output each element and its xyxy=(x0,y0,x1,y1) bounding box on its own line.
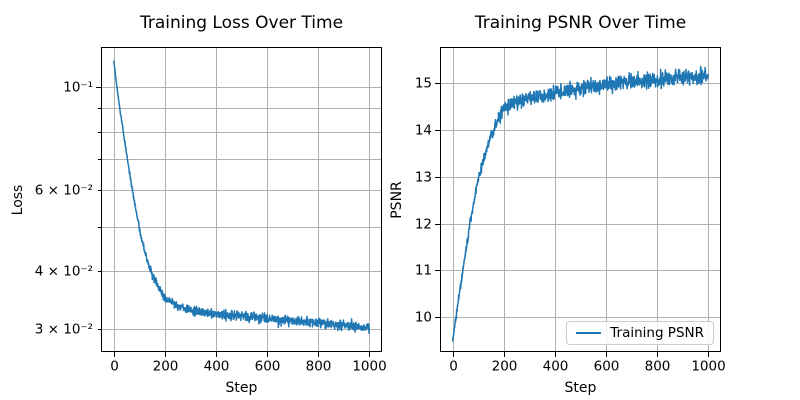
loss-chart: 0 200 400 600 800 1000 10⁻¹ 6 × 10⁻² 4 × 10⁻² 3 ×… xyxy=(35,47,387,375)
y-tick-label: 10⁻¹ xyxy=(63,80,93,96)
x-tick-label: 600 xyxy=(594,359,620,375)
y-tick-label: 12 xyxy=(415,217,432,233)
psnr-chart-line xyxy=(452,65,709,342)
x-tick-label: 800 xyxy=(645,359,671,375)
legend-label: Training PSNR xyxy=(610,325,704,341)
legend-line-sample xyxy=(576,332,602,334)
psnr-chart-spines xyxy=(440,47,721,352)
x-tick-label: 200 xyxy=(153,359,179,375)
grid-lines xyxy=(101,47,382,352)
x-tick-label: 0 xyxy=(449,359,458,375)
y-tick-label: 14 xyxy=(415,123,432,139)
x-tick-label: 0 xyxy=(110,359,119,375)
loss-chart-ylabel: Loss xyxy=(10,184,26,216)
y-tick-label: 15 xyxy=(415,76,432,92)
x-tick-label: 600 xyxy=(255,359,281,375)
x-tick-label: 1000 xyxy=(691,359,725,375)
x-tick-label: 400 xyxy=(543,359,569,375)
psnr-chart-title: Training PSNR Over Time xyxy=(474,13,687,33)
loss-chart-xlabel: Step xyxy=(225,380,258,396)
x-tick-label: 800 xyxy=(306,359,332,375)
y-tick-label: 11 xyxy=(415,263,432,279)
loss-chart-title: Training Loss Over Time xyxy=(139,13,344,33)
loss-chart-spines xyxy=(101,47,382,352)
x-tick-label: 200 xyxy=(492,359,518,375)
x-tick-label: 400 xyxy=(204,359,230,375)
y-tick-label: 10 xyxy=(415,310,432,326)
psnr-chart-ylabel: PSNR xyxy=(389,181,405,219)
y-tick-label: 6 × 10⁻² xyxy=(35,183,93,199)
tick-labels: 0 200 400 600 800 1000 10 11 12 13 14 15 xyxy=(415,76,726,375)
psnr-chart: 0 200 400 600 800 1000 10 11 12 13 14 15 xyxy=(415,47,726,375)
x-tick-label: 1000 xyxy=(352,359,386,375)
y-tick-label: 4 × 10⁻² xyxy=(35,264,93,280)
tick-marks xyxy=(96,87,370,357)
tick-marks xyxy=(435,83,709,357)
legend-box: Training PSNR xyxy=(566,321,714,345)
loss-chart-line xyxy=(113,60,370,334)
psnr-chart-xlabel: Step xyxy=(564,380,597,396)
tick-labels: 0 200 400 600 800 1000 10⁻¹ 6 × 10⁻² 4 × 10⁻² 3 ×… xyxy=(35,80,387,375)
y-tick-label: 13 xyxy=(415,170,432,186)
y-tick-label: 3 × 10⁻² xyxy=(35,322,93,338)
